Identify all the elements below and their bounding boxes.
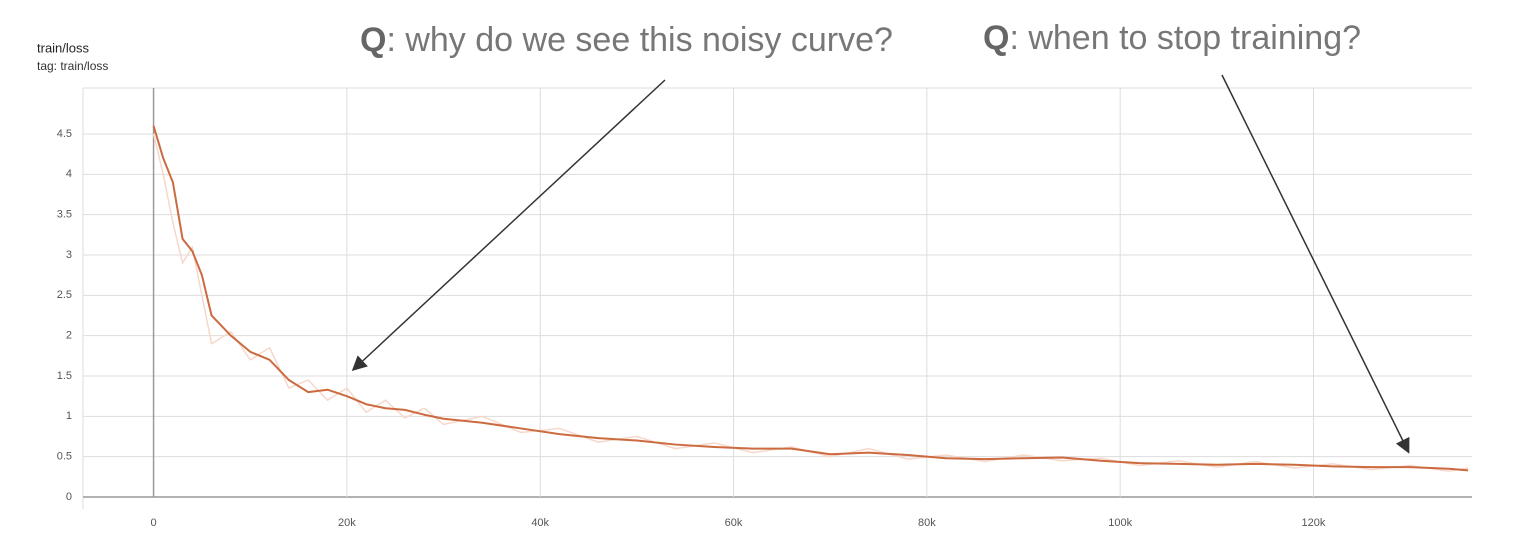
- x-tick-label: 80k: [918, 517, 936, 529]
- y-tick-label: 2.5: [57, 289, 72, 301]
- x-tick-label: 60k: [725, 517, 743, 529]
- y-tick-label: 1: [66, 410, 72, 422]
- x-tick-label: 40k: [531, 517, 549, 529]
- chart-title: train/loss: [37, 40, 90, 55]
- chart-subtitle: tag: train/loss: [37, 59, 108, 73]
- series-line: [152, 125, 1469, 472]
- y-tick-label: 4.5: [57, 128, 72, 140]
- y-tick-label: 2: [66, 330, 72, 342]
- y-tick-label: 3: [66, 249, 72, 261]
- x-tick-label: 0: [150, 517, 156, 529]
- arrow: [1221, 74, 1410, 454]
- y-tick-label: 1.5: [57, 370, 72, 382]
- x-tick-label: 120k: [1302, 517, 1326, 529]
- annotation: Q: when to stop training?: [983, 19, 1361, 57]
- annotation-text: : when to stop training?: [1009, 19, 1361, 57]
- y-tick-label: 3.5: [57, 209, 72, 221]
- series-line: [152, 133, 1469, 472]
- x-tick-label: 20k: [338, 517, 356, 529]
- annotation-text: : why do we see this noisy curve?: [386, 21, 892, 59]
- annotation-label: Q: [360, 21, 386, 59]
- y-tick-label: 4: [66, 168, 72, 180]
- annotation-label: Q: [983, 19, 1009, 57]
- x-tick-label: 100k: [1108, 517, 1132, 529]
- arrow: [351, 79, 666, 372]
- y-tick-label: 0.5: [57, 451, 72, 463]
- annotation: Q: why do we see this noisy curve?: [360, 21, 893, 59]
- plot-area: 0 0.5 1 1.5 2 2.5 3 3.5 4 4.5 0 20k 40k 60k 80k 100k 120…: [57, 87, 1472, 529]
- y-tick-label: 0: [66, 491, 72, 503]
